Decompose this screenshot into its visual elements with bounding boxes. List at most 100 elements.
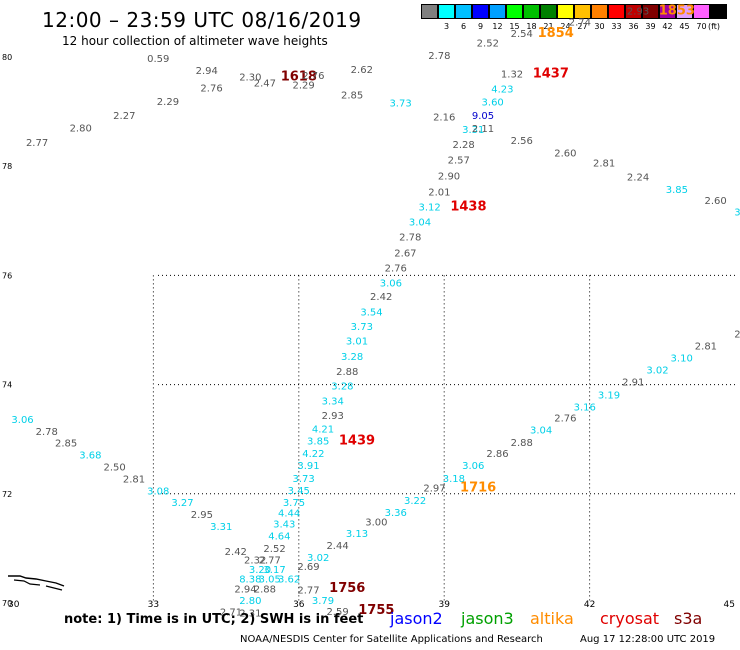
wave-height-value: 2.97 — [423, 484, 445, 495]
color-scale-unit: (ft) — [708, 22, 721, 31]
wave-height-value: 3.62 — [278, 574, 300, 585]
color-scale-stop: 33 — [607, 4, 625, 31]
latitude-tick-label: 74 — [2, 381, 12, 390]
wave-height-value: 3.31 — [210, 522, 232, 533]
wave-height-value: 3.75 — [283, 498, 305, 509]
wave-height-value: 0.59 — [147, 54, 169, 65]
color-swatch — [624, 4, 642, 19]
wave-height-value: 2.50 — [103, 462, 125, 473]
wave-height-value: 2.88 — [511, 438, 533, 449]
color-scale-label: 33 — [611, 22, 622, 31]
page-subtitle: 12 hour collection of altimeter wave hei… — [62, 34, 328, 48]
wave-height-value: 2.80 — [70, 123, 92, 134]
wave-height-value: 2.86 — [486, 449, 508, 460]
wave-height-value: 2.88 — [336, 367, 358, 378]
wave-height-value: 3.73 — [389, 99, 411, 110]
wave-height-value: 2.42 — [370, 292, 392, 303]
legend-altika: altika — [530, 609, 574, 628]
wave-height-value: 2.16 — [433, 112, 455, 123]
legend-label-altika: altika — [530, 609, 574, 628]
color-scale-stop: 21 — [539, 4, 557, 31]
color-swatch — [471, 4, 489, 19]
wave-height-value: 2.56 — [511, 136, 533, 147]
wave-height-value: 2.76 — [554, 414, 576, 425]
color-scale-label: 45 — [679, 22, 690, 31]
wave-height-value: 3.34 — [322, 396, 344, 407]
pass-time-label: 1439 — [339, 434, 375, 449]
wave-height-value: 3.79 — [312, 596, 334, 607]
color-swatch — [607, 4, 625, 19]
latitude-tick-label: 72 — [2, 490, 12, 499]
color-swatch — [641, 4, 659, 19]
wave-height-value: 3.28 — [331, 382, 353, 393]
wave-height-value: 2.93 — [627, 6, 649, 17]
color-scale-label: 27 — [577, 22, 588, 31]
wave-height-value: 3.45 — [288, 486, 310, 497]
latitude-tick-label: 76 — [2, 271, 12, 280]
wave-height-value: 2.27 — [113, 111, 135, 122]
wave-height-value: 4.44 — [278, 509, 300, 520]
wave-height-value: 4.64 — [268, 532, 290, 543]
generated-timestamp: Aug 17 12:28:00 UTC 2019 — [580, 634, 716, 645]
color-scale-stop: 9 — [471, 4, 489, 31]
wave-height-value: 2.95 — [191, 510, 213, 521]
latitude-tick-label: 70 — [2, 599, 12, 608]
color-swatch — [488, 4, 506, 19]
color-scale-stop: 42 — [658, 4, 676, 31]
wave-height-value: 2.94 — [234, 585, 256, 596]
color-swatch — [590, 4, 608, 19]
longitude-tick-label: 39 — [438, 600, 450, 610]
wave-height-value: 2.54 — [511, 29, 533, 40]
color-swatch — [505, 4, 523, 19]
longitude-tick-label: 42 — [584, 600, 595, 610]
wave-height-value: 2.29 — [293, 81, 315, 92]
longitude-tick-label: 36 — [293, 600, 305, 610]
legend-label-jason3: jason3 — [461, 609, 514, 628]
legend-label-jason2: jason2 — [390, 609, 443, 628]
legend-s3a: s3a — [674, 609, 702, 628]
wave-height-value: 3.12 — [419, 202, 441, 213]
wave-height-value: 2.42 — [225, 547, 247, 558]
wave-height-value: 3.17 — [263, 565, 285, 576]
wave-height-value: 2.77 — [26, 138, 48, 149]
color-scale-stop: 30 — [590, 4, 608, 31]
wave-height-value: 3.19 — [598, 390, 620, 401]
color-swatch — [692, 4, 710, 19]
color-scale-stop: 39 — [641, 4, 659, 31]
wave-height-value: 2.78 — [428, 51, 450, 62]
latitude-tick-label: 78 — [2, 162, 12, 171]
wave-height-value: 2.32 — [244, 556, 266, 567]
wave-height-value: 2 — [734, 330, 740, 341]
wave-height-value: 3.20 — [249, 565, 271, 576]
wave-height-value: 2.30 — [239, 72, 261, 83]
wave-height-value: 3.36 — [385, 508, 407, 519]
longitude-tick-label: 45 — [724, 600, 735, 610]
wave-height-value: 2.85 — [55, 438, 77, 449]
wave-height-value: 2.90 — [438, 171, 460, 182]
latitude-tick-label: 80 — [2, 53, 12, 62]
longitude-tick-label: 33 — [148, 600, 159, 610]
color-scale-label: 15 — [509, 22, 520, 31]
wave-height-value: 2.52 — [477, 39, 499, 50]
color-swatch — [709, 4, 727, 19]
wave-height-value: 2.94 — [196, 66, 218, 77]
color-swatch — [522, 4, 540, 19]
wave-height-value: 2.81 — [123, 474, 145, 485]
pass-time-label: 1755 — [358, 603, 394, 618]
color-swatch — [454, 4, 472, 19]
wave-height-value: 2.91 — [622, 378, 644, 389]
wave-height-value: 3.18 — [443, 474, 465, 485]
legend-jason2: jason2 — [390, 609, 443, 628]
wave-height-value: 3.05 — [259, 574, 281, 585]
color-scale-label: 12 — [492, 22, 503, 31]
color-swatch — [539, 4, 557, 19]
wave-height-value: 4.23 — [491, 84, 513, 95]
coastline-icon — [8, 575, 65, 591]
color-scale-stop: 15 — [505, 4, 523, 31]
wave-height-value: 3.02 — [646, 366, 668, 377]
color-swatch — [556, 4, 574, 19]
color-swatch — [420, 4, 438, 19]
legend-label-cryosat: cryosat — [600, 609, 660, 628]
color-swatch — [437, 4, 455, 19]
